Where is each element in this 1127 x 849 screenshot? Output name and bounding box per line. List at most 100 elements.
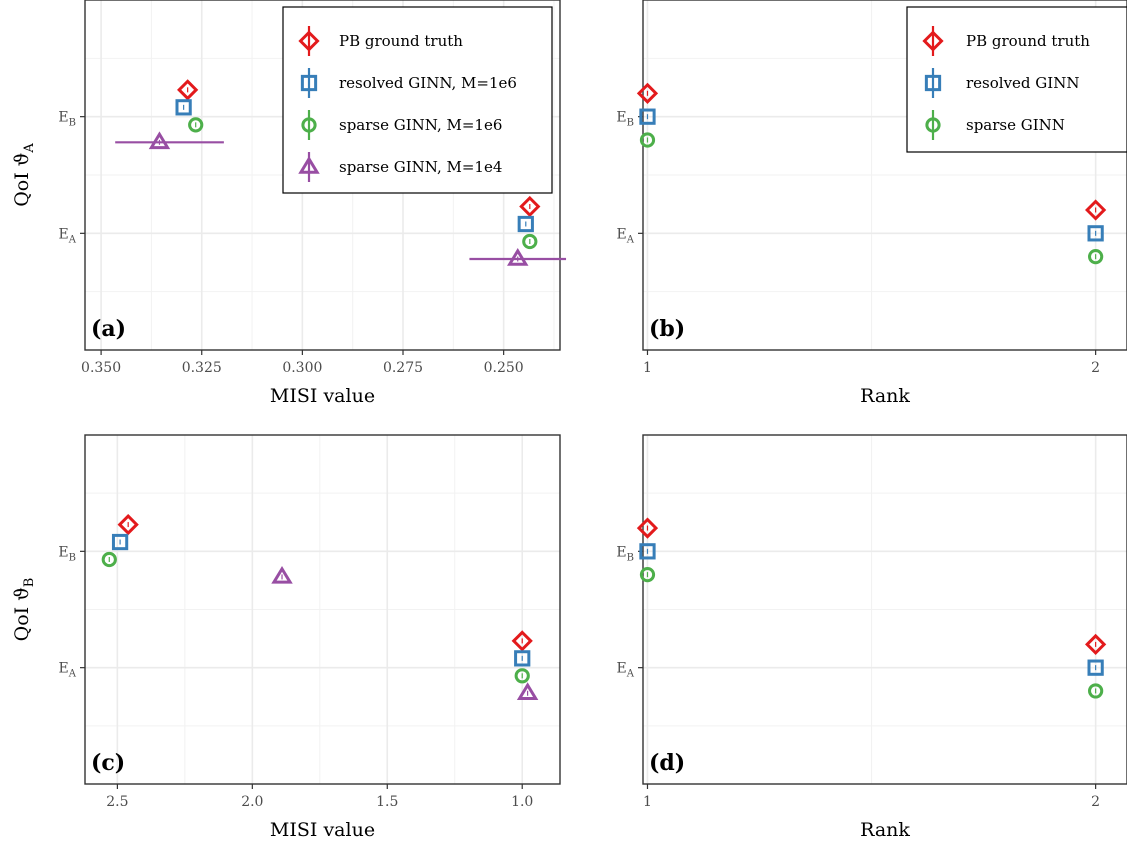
x-tick-label: 1 bbox=[643, 794, 652, 810]
legend-label: PB ground truth bbox=[339, 32, 463, 50]
panel-label: (b) bbox=[649, 316, 685, 342]
diamond-marker bbox=[1085, 633, 1107, 656]
square-marker bbox=[924, 74, 942, 92]
circle-marker bbox=[1088, 249, 1104, 265]
panel-border bbox=[642, 0, 1127, 351]
square-marker bbox=[517, 215, 534, 233]
series-triangle bbox=[271, 565, 539, 701]
series-diamond bbox=[117, 513, 533, 652]
square-marker bbox=[1087, 659, 1104, 676]
x-tick-label: 1.0 bbox=[511, 794, 533, 810]
series-square bbox=[639, 543, 1104, 676]
legend-box bbox=[906, 6, 1127, 153]
series-square bbox=[639, 108, 1104, 242]
x-tick-label: 2 bbox=[1091, 794, 1100, 810]
legend-label: sparse GINN, M=1e4 bbox=[339, 158, 502, 176]
x-tick-label: 0.325 bbox=[182, 360, 222, 376]
diamond-marker bbox=[511, 630, 533, 652]
y-tick-label: EA bbox=[617, 226, 635, 245]
circle-marker bbox=[514, 668, 530, 684]
legend-box bbox=[282, 6, 553, 194]
triangle-marker bbox=[298, 156, 320, 174]
series-circle bbox=[101, 551, 530, 684]
triangle-marker bbox=[271, 565, 293, 584]
square-marker bbox=[514, 650, 531, 667]
y-axis-title: QoI ϑA bbox=[11, 143, 37, 207]
panel-label: (c) bbox=[91, 750, 125, 776]
legend-label: PB ground truth bbox=[966, 32, 1090, 50]
series-diamond bbox=[636, 82, 1107, 221]
panel-a: 0.350 0.325 0.300 0.275 0.250 EA EB MISI value Q… bbox=[11, 0, 567, 407]
square-marker bbox=[111, 533, 129, 551]
x-axis-title: Rank bbox=[860, 819, 910, 841]
x-tick-label: 0.300 bbox=[282, 360, 322, 376]
x-tick-label: 0.250 bbox=[484, 360, 524, 376]
square-marker bbox=[639, 108, 656, 125]
legend: PB ground truth resolved GINN, M=1e6 spars… bbox=[282, 6, 553, 194]
circle-marker bbox=[522, 233, 538, 250]
y-tick-label: EB bbox=[58, 544, 76, 563]
series-circle bbox=[639, 566, 1104, 699]
x-axis-title: MISI value bbox=[270, 819, 375, 841]
panel-border bbox=[642, 434, 1127, 785]
x-tick-label: 1 bbox=[643, 360, 652, 376]
panel-border bbox=[84, 434, 561, 785]
series-triangle bbox=[115, 131, 567, 266]
legend-label: resolved GINN bbox=[966, 74, 1079, 92]
panel-label: (d) bbox=[649, 750, 685, 776]
panel-b: 1 2 EA EB Rank (b) PB ground truth resolved GIN… bbox=[616, 0, 1127, 407]
diamond-marker bbox=[519, 195, 541, 218]
x-tick-label: 2.5 bbox=[106, 794, 128, 810]
circle-marker bbox=[925, 117, 941, 133]
circle-marker bbox=[301, 117, 317, 133]
y-tick-label: EB bbox=[616, 544, 634, 563]
series-circle bbox=[639, 132, 1104, 265]
series-diamond bbox=[177, 79, 541, 218]
series-square bbox=[111, 533, 531, 667]
legend-label: resolved GINN, M=1e6 bbox=[339, 74, 517, 92]
panel-border bbox=[84, 0, 561, 351]
circle-marker bbox=[1088, 683, 1104, 699]
legend-label: sparse GINN bbox=[966, 116, 1065, 134]
y-tick-label: EA bbox=[59, 661, 77, 680]
series-circle bbox=[188, 117, 538, 250]
triangle-marker bbox=[506, 248, 529, 266]
circle-marker bbox=[639, 132, 656, 148]
diamond-marker bbox=[177, 79, 199, 101]
square-marker bbox=[1087, 225, 1104, 242]
triangle-marker bbox=[516, 682, 539, 701]
y-tick-label: EA bbox=[617, 661, 635, 680]
x-axis-title: Rank bbox=[860, 385, 910, 407]
x-tick-label: 2 bbox=[1091, 360, 1100, 376]
x-tick-label: 2.0 bbox=[241, 794, 263, 810]
diamond-marker bbox=[636, 517, 659, 539]
x-tick-label: 0.350 bbox=[81, 360, 121, 376]
circle-marker bbox=[101, 551, 117, 568]
circle-marker bbox=[639, 566, 656, 583]
y-tick-label: EB bbox=[58, 110, 76, 129]
diamond-marker bbox=[636, 82, 659, 104]
x-tick-label: 0.275 bbox=[383, 360, 423, 376]
diamond-marker bbox=[117, 513, 139, 536]
square-marker bbox=[639, 543, 656, 560]
series-square bbox=[175, 99, 534, 233]
diamond-marker bbox=[922, 30, 944, 52]
series-diamond bbox=[636, 517, 1107, 656]
diamond-marker bbox=[1085, 199, 1107, 221]
x-tick-label: 1.5 bbox=[376, 794, 398, 810]
legend: PB ground truth resolved GINN sparse GINN bbox=[906, 6, 1127, 153]
square-marker bbox=[300, 74, 318, 92]
diamond-marker bbox=[298, 30, 320, 52]
panel-d: 1 2 EA EB Rank (d) bbox=[616, 434, 1127, 841]
y-tick-label: EA bbox=[59, 226, 77, 245]
x-axis-title: MISI value bbox=[270, 385, 375, 407]
y-tick-label: EB bbox=[616, 110, 634, 129]
circle-marker bbox=[188, 117, 204, 133]
panel-label: (a) bbox=[91, 316, 126, 342]
legend-label: sparse GINN, M=1e6 bbox=[339, 116, 502, 134]
triangle-marker bbox=[148, 131, 171, 150]
panel-c: 2.5 2.0 1.5 1.0 EA EB MISI value QoI ϑB (c) bbox=[11, 434, 561, 841]
y-axis-title: QoI ϑB bbox=[11, 578, 37, 642]
